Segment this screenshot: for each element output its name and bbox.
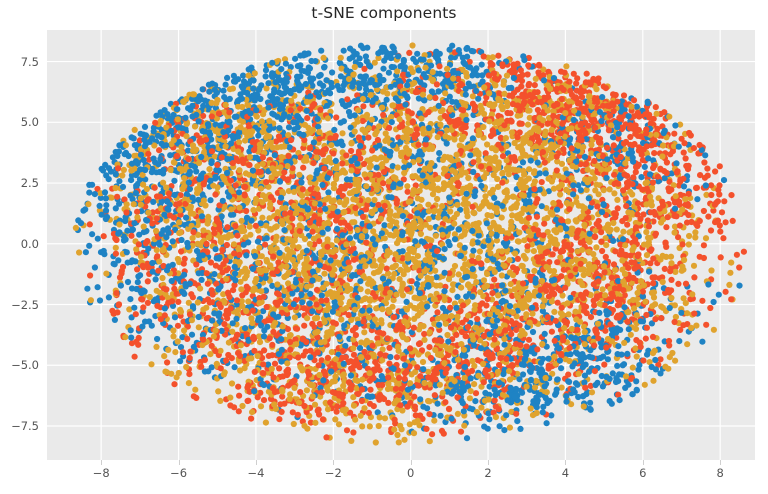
y-tick-label-0: 7.5: [20, 54, 39, 69]
grid-lines: [47, 30, 755, 460]
chart-title: t-SNE components: [311, 4, 457, 22]
x-tick-mark-2: [255, 460, 257, 465]
x-tick-mark-1: [178, 460, 180, 465]
x-tick-label-3: −2: [324, 466, 342, 480]
x-tick-label-7: 6: [639, 466, 647, 480]
x-tick-label-4: 0: [407, 466, 415, 480]
y-tick-label-6: −7.5: [11, 418, 39, 433]
x-tick-mark-5: [488, 460, 490, 465]
x-tick-mark-0: [101, 460, 103, 465]
x-tick-mark-8: [720, 460, 722, 465]
x-tick-mark-7: [642, 460, 644, 465]
x-tick-label-1: −6: [170, 466, 188, 480]
plot-area[interactable]: [47, 30, 755, 460]
x-tick-mark-4: [410, 460, 412, 465]
y-tick-label-1: 5.0: [20, 115, 39, 130]
x-tick-label-0: −8: [92, 466, 110, 480]
x-tick-mark-3: [333, 460, 335, 465]
y-tick-label-4: −2.5: [11, 297, 39, 312]
y-tick-label-2: 2.5: [20, 176, 39, 191]
x-tick-label-2: −4: [247, 466, 265, 480]
y-tick-label-3: 0.0: [20, 236, 39, 251]
x-tick-mark-6: [565, 460, 567, 465]
x-tick-label-5: 2: [484, 466, 492, 480]
x-tick-label-6: 4: [561, 466, 570, 480]
y-tick-label-5: −5.0: [11, 358, 39, 373]
x-tick-label-8: 8: [716, 466, 724, 480]
